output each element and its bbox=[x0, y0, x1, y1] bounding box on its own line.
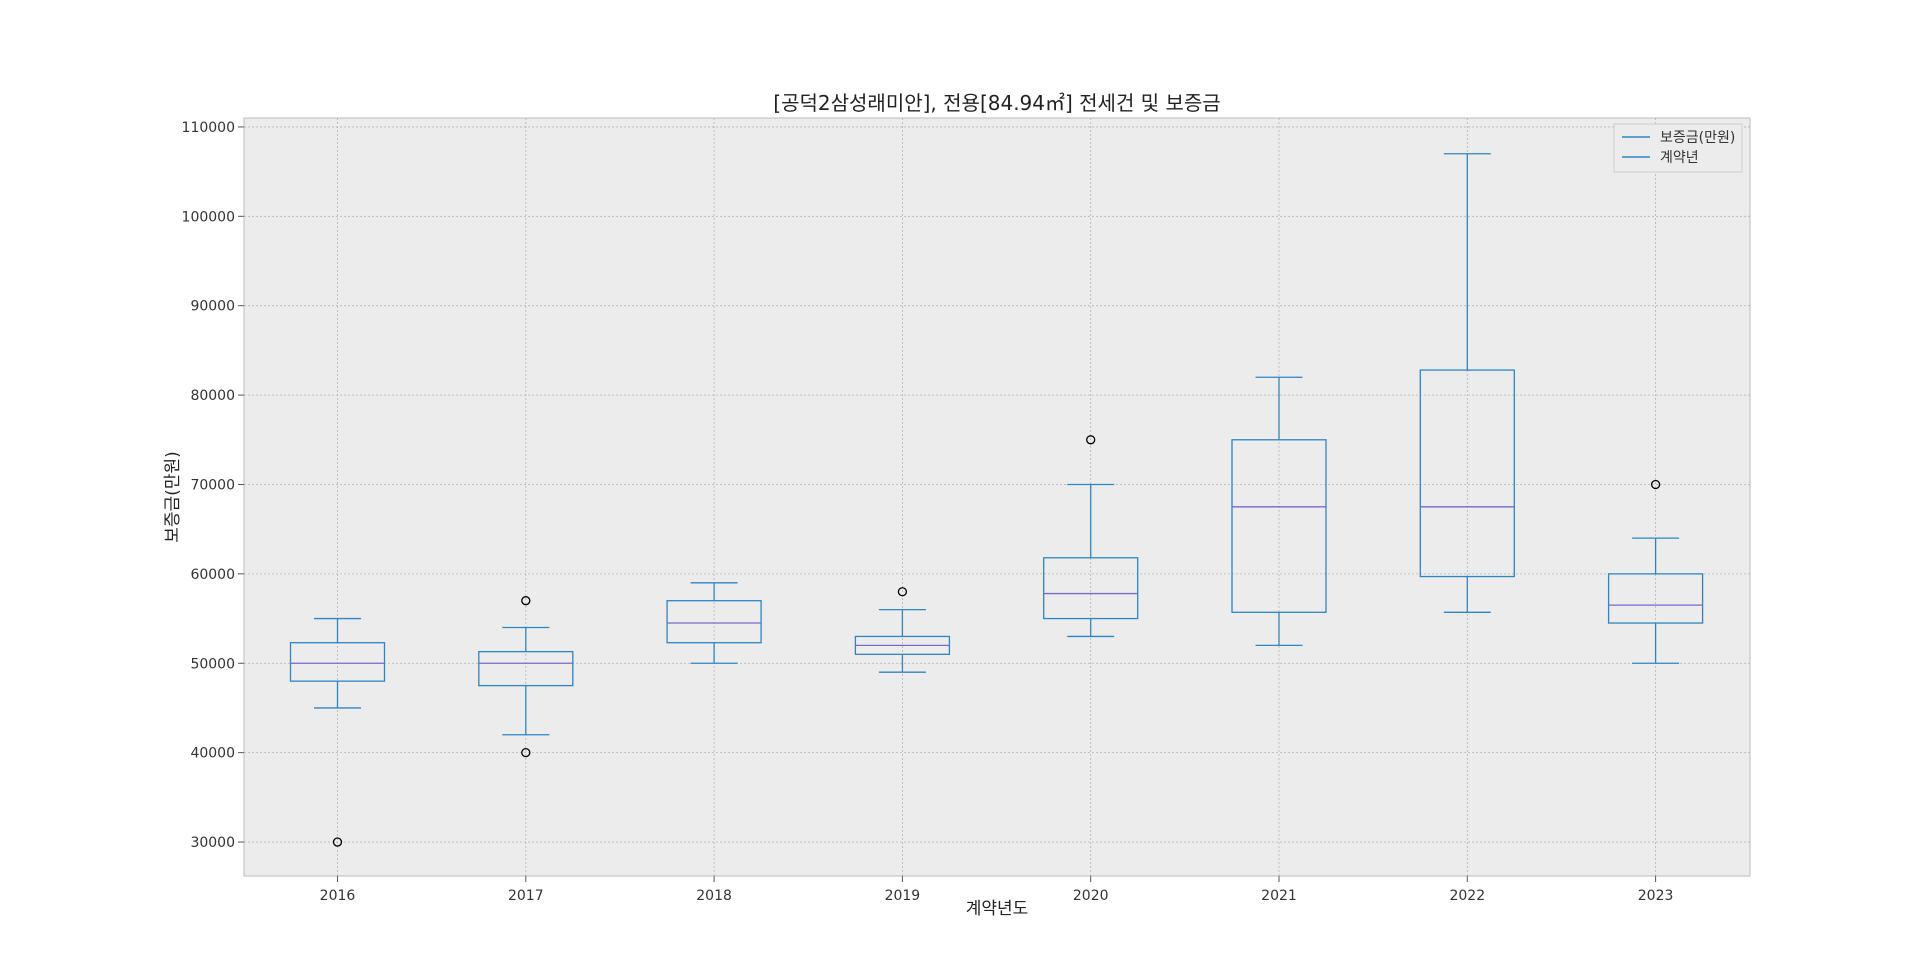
y-axis-label: 보증금(만원) bbox=[163, 451, 183, 542]
box-iqr bbox=[1231, 439, 1327, 613]
box-2018 bbox=[666, 582, 762, 664]
legend-label-0: 보증금(만원) bbox=[1660, 130, 1735, 146]
y-tick-label: 40000 bbox=[190, 746, 235, 762]
grid-layer bbox=[244, 118, 1750, 876]
legend-box bbox=[1613, 123, 1743, 173]
y-tick-label: 30000 bbox=[190, 835, 235, 851]
outlier-point bbox=[521, 747, 531, 758]
chart-title: [공덕2삼성래미안], 전용[84.94㎡] 전세건 및 보증금 bbox=[773, 91, 1220, 115]
y-tick-label: 80000 bbox=[190, 388, 235, 404]
y-tick-label: 90000 bbox=[190, 299, 235, 315]
legend: 보증금(만원) 계약년 bbox=[1613, 123, 1743, 173]
x-tick-label: 2023 bbox=[1638, 888, 1674, 904]
box-2019 bbox=[854, 587, 951, 673]
outlier-point bbox=[1650, 479, 1661, 490]
plot-area bbox=[243, 117, 1751, 877]
y-tick-label: 60000 bbox=[190, 567, 235, 583]
box-iqr bbox=[1419, 369, 1515, 578]
outlier-point bbox=[332, 837, 343, 847]
ticks-layer: 30000 40000 50000 60000 70000 80000 90000 10000… bbox=[182, 120, 1674, 904]
box-iqr bbox=[1607, 573, 1704, 624]
box-2022 bbox=[1419, 153, 1515, 613]
x-tick-label: 2021 bbox=[1261, 888, 1297, 904]
box-iqr bbox=[478, 650, 574, 687]
x-tick-label: 2018 bbox=[696, 888, 732, 904]
x-tick-label: 2017 bbox=[508, 888, 544, 904]
outlier-point bbox=[897, 587, 908, 597]
outlier-point bbox=[1086, 435, 1096, 445]
x-tick-label: 2022 bbox=[1449, 888, 1485, 904]
box-2016 bbox=[289, 617, 386, 847]
y-tick-label: 50000 bbox=[190, 656, 235, 672]
boxes-layer bbox=[289, 153, 1704, 847]
x-tick-label: 2016 bbox=[320, 888, 356, 904]
box-2021 bbox=[1231, 376, 1327, 647]
outlier-point bbox=[521, 596, 531, 606]
box-2023 bbox=[1607, 479, 1704, 664]
x-axis-label: 계약년도 bbox=[966, 899, 1029, 919]
box-iqr bbox=[289, 642, 386, 682]
x-tick-label: 2019 bbox=[885, 888, 921, 904]
legend-label-1: 계약년 bbox=[1660, 150, 1699, 166]
x-tick-label: 2020 bbox=[1073, 888, 1109, 904]
box-iqr bbox=[1043, 557, 1139, 620]
y-tick-label: 110000 bbox=[182, 120, 235, 136]
box-2020 bbox=[1043, 435, 1139, 638]
y-tick-label: 70000 bbox=[190, 477, 235, 493]
y-tick-label: 100000 bbox=[182, 209, 235, 225]
box-2017 bbox=[478, 596, 574, 758]
box-iqr bbox=[666, 600, 762, 644]
